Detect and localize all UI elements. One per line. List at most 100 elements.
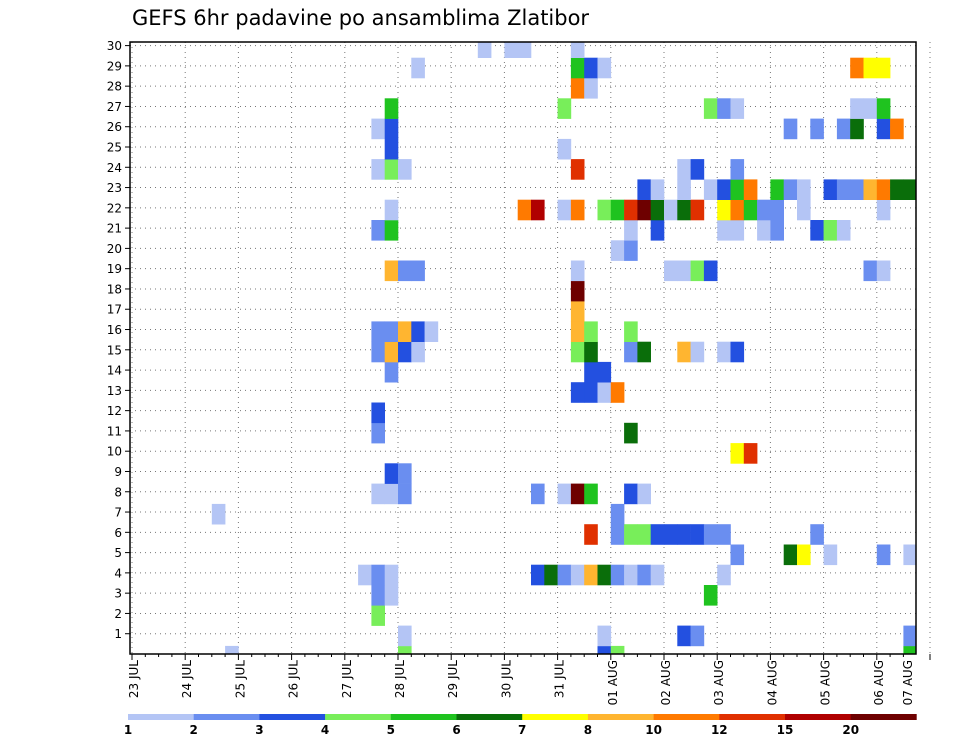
heatmap-cell bbox=[850, 57, 864, 79]
heatmap-cell bbox=[850, 179, 864, 200]
heatmap-cell bbox=[836, 179, 851, 200]
heatmap-cell bbox=[610, 564, 625, 586]
heatmap-cell bbox=[876, 98, 891, 119]
y-tick-label: 5 bbox=[114, 546, 122, 560]
heatmap-cell bbox=[384, 260, 399, 282]
heatmap-cell bbox=[863, 179, 878, 200]
heatmap-cell bbox=[903, 179, 917, 200]
heatmap-cell bbox=[863, 98, 878, 119]
legend-swatch bbox=[259, 714, 326, 720]
heatmap-cell bbox=[890, 118, 904, 140]
y-tick-label: 28 bbox=[107, 80, 122, 94]
heatmap-cell bbox=[398, 260, 412, 282]
heatmap-cell bbox=[624, 422, 638, 444]
heatmap-cell bbox=[371, 585, 385, 606]
heatmap-cell bbox=[384, 564, 399, 586]
heatmap-cell bbox=[225, 645, 239, 655]
heatmap-cell bbox=[570, 57, 585, 79]
heatmap-cell bbox=[570, 280, 585, 302]
heatmap-cell bbox=[797, 179, 811, 200]
heatmap-cell bbox=[863, 57, 878, 79]
y-tick-label: 2 bbox=[114, 607, 122, 621]
heatmap-cell bbox=[384, 463, 399, 484]
heatmap-cell bbox=[504, 42, 518, 58]
heatmap-cell bbox=[570, 382, 585, 403]
heatmap-cell bbox=[677, 625, 691, 647]
heatmap-cell bbox=[770, 199, 784, 221]
heatmap-cell bbox=[584, 524, 598, 545]
heatmap-cell bbox=[850, 118, 864, 140]
y-tick-label: 17 bbox=[107, 303, 122, 317]
heatmap-cell bbox=[677, 341, 691, 363]
heatmap-cell bbox=[836, 220, 851, 241]
x-tick-label: 04 AUG bbox=[765, 660, 779, 705]
heatmap-cell bbox=[517, 199, 532, 221]
heatmap-cell bbox=[384, 98, 399, 119]
heatmap-cell bbox=[557, 138, 572, 160]
heatmap-cell bbox=[570, 42, 585, 58]
heatmap-cell bbox=[398, 645, 412, 655]
heatmap-cell bbox=[517, 42, 532, 58]
heatmap-cell bbox=[597, 625, 612, 647]
heatmap-cell bbox=[384, 138, 399, 160]
y-tick-label: 10 bbox=[107, 445, 122, 459]
y-tick-label: 21 bbox=[107, 222, 122, 236]
legend-label: 20 bbox=[842, 723, 859, 737]
heatmap-cell bbox=[544, 564, 558, 586]
heatmap-cell bbox=[876, 260, 891, 282]
heatmap-cell bbox=[650, 524, 665, 545]
heatmap-cell bbox=[783, 118, 798, 140]
heatmap-cell bbox=[717, 564, 731, 586]
heatmap-cell bbox=[610, 503, 625, 525]
heatmap-cell bbox=[823, 544, 838, 566]
heatmap-cell bbox=[717, 199, 731, 221]
y-tick-label: 24 bbox=[107, 161, 122, 175]
heatmap-cell bbox=[730, 199, 745, 221]
x-tick-label: 03 AUG bbox=[712, 660, 726, 705]
heatmap-cell bbox=[757, 199, 771, 221]
y-tick-label: 20 bbox=[107, 242, 122, 256]
heatmap-cell bbox=[624, 564, 638, 586]
heatmap-cell bbox=[398, 321, 412, 342]
heatmap-cell bbox=[531, 564, 545, 586]
heatmap-cell bbox=[876, 118, 891, 140]
heatmap-cell bbox=[624, 524, 638, 545]
heatmap-cell bbox=[384, 159, 399, 180]
legend-swatch bbox=[850, 714, 917, 720]
heatmap-cell bbox=[371, 422, 385, 444]
heatmap-cell bbox=[690, 159, 705, 180]
y-tick-label: 8 bbox=[114, 485, 122, 499]
heatmap-cell bbox=[584, 341, 598, 363]
heatmap-cell bbox=[211, 503, 226, 525]
legend-label: 1 bbox=[124, 723, 132, 737]
grid-lines bbox=[130, 42, 931, 654]
heatmap-cell bbox=[690, 625, 705, 647]
heatmap-cell bbox=[610, 645, 625, 655]
heatmap-cell bbox=[597, 645, 612, 655]
heatmap-cell bbox=[703, 98, 718, 119]
y-tick-label: 14 bbox=[107, 364, 122, 378]
y-tick-label: 11 bbox=[107, 424, 122, 438]
x-tick-label: 06 AUG bbox=[872, 660, 886, 705]
heatmap-cell bbox=[557, 564, 572, 586]
chart-title: GEFS 6hr padavine po ansamblima Zlatibor bbox=[132, 6, 590, 30]
heatmap-cell bbox=[703, 179, 718, 200]
plot-frame bbox=[129, 41, 917, 655]
x-tick-label: 28 JUL bbox=[393, 660, 407, 698]
heatmap-cell bbox=[570, 564, 585, 586]
heatmap-cell bbox=[637, 179, 651, 200]
heatmap-cell bbox=[557, 483, 572, 505]
x-tick-label: 31 JUL bbox=[553, 660, 567, 698]
heatmap-cell bbox=[903, 544, 917, 566]
legend-label: 5 bbox=[387, 723, 395, 737]
heatmap-cell bbox=[531, 483, 545, 505]
heatmap-cell bbox=[557, 98, 572, 119]
heatmap-cell bbox=[398, 463, 412, 484]
heatmap-cell bbox=[637, 564, 651, 586]
heatmap-cell bbox=[398, 625, 412, 647]
heatmap-cell bbox=[703, 585, 718, 606]
heatmap-cell bbox=[610, 524, 625, 545]
heatmap-cell bbox=[371, 605, 385, 626]
legend-label: 8 bbox=[584, 723, 592, 737]
